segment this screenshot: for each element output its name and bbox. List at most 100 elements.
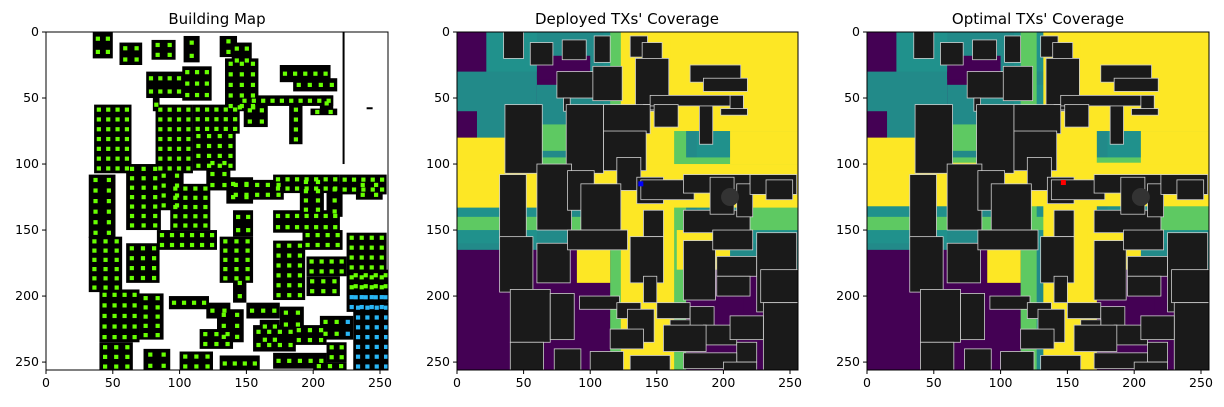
candidate-tx-dot xyxy=(315,198,321,203)
map-layer xyxy=(88,32,388,370)
building xyxy=(273,240,306,301)
candidate-tx-dot xyxy=(95,36,100,41)
building xyxy=(549,293,575,341)
candidate-tx-dot xyxy=(167,52,172,57)
building xyxy=(1113,77,1159,92)
candidate-tx-dot xyxy=(141,176,146,181)
building xyxy=(553,348,582,370)
candidate-tx-dot xyxy=(297,283,303,288)
candidate-tx-dot xyxy=(221,323,226,328)
candidate-tx-dot xyxy=(114,364,119,369)
candidate-tx-dot xyxy=(112,313,117,319)
candidate-tx-dot xyxy=(169,242,175,248)
candidate-tx-dot xyxy=(232,361,237,366)
candidate-tx-dot xyxy=(365,305,370,310)
candidate-tx-dot xyxy=(148,89,154,94)
candidate-tx-dot xyxy=(112,292,117,297)
candidate-tx-dot xyxy=(106,136,111,142)
candidate-tx-dot xyxy=(112,324,117,329)
candidate-tx-dot xyxy=(155,323,160,328)
candidate-tx-dot xyxy=(167,166,172,171)
candidate-tx-dot xyxy=(106,127,111,132)
candidate-tx-dot xyxy=(233,107,238,112)
candidate-tx-dot xyxy=(155,296,160,301)
candidate-tx-dot xyxy=(234,58,239,63)
building xyxy=(293,325,327,345)
candidate-tx-dot xyxy=(132,313,137,319)
candidate-tx-dot xyxy=(335,232,340,238)
candidate-tx-dot xyxy=(226,49,231,55)
candidate-tx-dot xyxy=(365,325,370,330)
candidate-tx-dot xyxy=(297,358,303,363)
building xyxy=(504,104,543,174)
candidate-tx-dot xyxy=(141,213,146,219)
candidate-tx-dot xyxy=(275,186,281,191)
building xyxy=(712,229,754,251)
candidate-tx-dot xyxy=(114,257,119,262)
candidate-tx-dot xyxy=(191,300,197,305)
candidate-tx-dot xyxy=(334,319,339,325)
candidate-tx-dot xyxy=(153,213,158,219)
candidate-tx-dot xyxy=(204,70,209,75)
panel-title: Optimal TXs' Coverage xyxy=(952,10,1124,28)
candidate-tx-dot xyxy=(361,177,366,182)
candidate-tx-dot xyxy=(239,93,244,98)
candidate-tx-dot xyxy=(349,295,354,300)
candidate-tx-dot xyxy=(315,189,321,194)
candidate-tx-dot xyxy=(183,186,188,191)
candidate-tx-dot xyxy=(203,214,208,219)
candidate-tx-dot xyxy=(383,354,388,359)
building xyxy=(1133,361,1168,370)
y-tick-label: 200 xyxy=(836,288,860,303)
candidate-tx-dot xyxy=(106,220,111,225)
building xyxy=(146,71,184,99)
candidate-tx-dot xyxy=(194,92,200,98)
building xyxy=(736,341,758,363)
candidate-tx-dot xyxy=(293,107,299,112)
building xyxy=(151,39,176,60)
building xyxy=(990,183,1032,231)
candidate-tx-dot xyxy=(247,108,252,113)
candidate-tx-dot xyxy=(270,98,275,103)
candidate-tx-dot xyxy=(359,285,364,290)
candidate-tx-dot xyxy=(383,284,388,289)
building xyxy=(355,179,383,200)
candidate-tx-dot xyxy=(115,107,120,112)
candidate-tx-dot xyxy=(132,324,137,329)
candidate-tx-dot xyxy=(161,173,166,178)
candidate-tx-dot xyxy=(307,98,313,103)
candidate-tx-dot xyxy=(222,160,227,166)
candidate-tx-dot xyxy=(183,354,188,359)
candidate-tx-dot xyxy=(276,263,281,268)
building xyxy=(143,348,171,370)
candidate-tx-dot xyxy=(288,342,293,348)
candidate-tx-dot xyxy=(153,176,158,181)
candidate-tx-dot xyxy=(129,246,134,251)
building xyxy=(230,179,284,200)
y-tick-label: 100 xyxy=(15,156,39,171)
building xyxy=(183,35,200,63)
candidate-tx-dot xyxy=(314,225,319,230)
x-tick-label: 100 xyxy=(578,375,602,390)
candidate-tx-dot xyxy=(374,305,379,310)
building xyxy=(168,296,209,310)
candidate-tx-dot xyxy=(234,46,239,51)
candidate-tx-dot xyxy=(272,337,277,342)
building xyxy=(273,210,340,233)
candidate-tx-dot xyxy=(204,107,210,112)
candidate-tx-dot xyxy=(106,209,111,214)
candidate-tx-dot xyxy=(262,337,267,342)
candidate-tx-dot xyxy=(314,177,319,182)
candidate-tx-dot xyxy=(129,176,135,181)
building xyxy=(699,104,714,145)
candidate-tx-dot xyxy=(209,232,215,238)
building xyxy=(909,174,937,239)
candidate-tx-dot xyxy=(96,166,101,171)
candidate-tx-dot xyxy=(194,81,200,86)
candidate-tx-dot xyxy=(209,242,215,248)
building xyxy=(1109,104,1124,145)
candidate-tx-dot xyxy=(183,195,188,200)
candidate-tx-dot xyxy=(93,188,98,193)
